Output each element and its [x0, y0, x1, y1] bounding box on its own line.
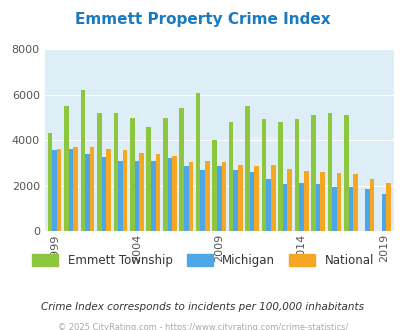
Bar: [315, 184, 320, 231]
Bar: [336, 173, 341, 231]
Bar: [162, 117, 167, 231]
Bar: [327, 113, 331, 231]
Bar: [331, 187, 336, 231]
Bar: [200, 170, 205, 231]
Bar: [195, 93, 200, 231]
Bar: [310, 115, 315, 231]
Bar: [249, 172, 254, 231]
Bar: [381, 194, 385, 231]
Bar: [343, 115, 348, 231]
Bar: [68, 149, 73, 231]
Bar: [167, 158, 172, 231]
Bar: [364, 189, 369, 231]
Bar: [101, 157, 106, 231]
Bar: [155, 154, 160, 231]
Legend: Emmett Township, Michigan, National: Emmett Township, Michigan, National: [27, 249, 378, 272]
Text: Emmett Property Crime Index: Emmett Property Crime Index: [75, 12, 330, 26]
Bar: [270, 165, 275, 231]
Bar: [57, 149, 61, 231]
Bar: [261, 119, 266, 231]
Bar: [233, 170, 237, 231]
Bar: [303, 171, 308, 231]
Text: © 2025 CityRating.com - https://www.cityrating.com/crime-statistics/: © 2025 CityRating.com - https://www.city…: [58, 323, 347, 330]
Bar: [245, 106, 249, 231]
Bar: [52, 150, 57, 231]
Bar: [385, 183, 390, 231]
Bar: [205, 161, 209, 231]
Bar: [64, 106, 68, 231]
Bar: [80, 90, 85, 231]
Bar: [90, 147, 94, 231]
Bar: [294, 119, 298, 231]
Bar: [85, 154, 90, 231]
Bar: [352, 174, 357, 231]
Bar: [146, 127, 151, 231]
Bar: [106, 149, 111, 231]
Bar: [130, 117, 134, 231]
Bar: [266, 179, 270, 231]
Bar: [172, 156, 176, 231]
Bar: [228, 122, 233, 231]
Bar: [254, 166, 258, 231]
Bar: [277, 122, 282, 231]
Bar: [369, 179, 373, 231]
Bar: [47, 133, 52, 231]
Text: Crime Index corresponds to incidents per 100,000 inhabitants: Crime Index corresponds to incidents per…: [41, 302, 364, 312]
Bar: [151, 161, 155, 231]
Bar: [320, 172, 324, 231]
Bar: [73, 147, 78, 231]
Bar: [188, 162, 193, 231]
Bar: [179, 109, 183, 231]
Bar: [216, 166, 221, 231]
Bar: [237, 165, 242, 231]
Bar: [97, 113, 101, 231]
Bar: [348, 187, 352, 231]
Bar: [183, 166, 188, 231]
Bar: [221, 162, 226, 231]
Bar: [212, 140, 216, 231]
Bar: [113, 113, 118, 231]
Bar: [287, 169, 291, 231]
Bar: [282, 184, 287, 231]
Bar: [298, 183, 303, 231]
Bar: [139, 153, 143, 231]
Bar: [134, 161, 139, 231]
Bar: [118, 161, 122, 231]
Bar: [122, 150, 127, 231]
